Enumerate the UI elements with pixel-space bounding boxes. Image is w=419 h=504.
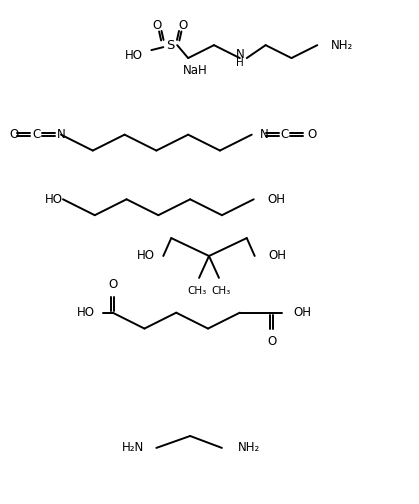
Text: CH₃: CH₃ xyxy=(187,286,207,296)
Text: HO: HO xyxy=(124,48,142,61)
Text: N: N xyxy=(260,128,269,141)
Text: C: C xyxy=(280,128,289,141)
Text: NaH: NaH xyxy=(183,64,207,77)
Text: OH: OH xyxy=(268,193,286,206)
Text: O: O xyxy=(308,128,317,141)
Text: O: O xyxy=(153,19,162,32)
Text: NH₂: NH₂ xyxy=(238,442,260,455)
Text: HO: HO xyxy=(45,193,63,206)
Text: C: C xyxy=(32,128,40,141)
Text: O: O xyxy=(267,335,276,348)
Text: O: O xyxy=(178,19,188,32)
Text: HO: HO xyxy=(77,306,95,319)
Text: S: S xyxy=(166,39,174,51)
Text: OH: OH xyxy=(293,306,311,319)
Text: O: O xyxy=(108,278,117,291)
Text: H: H xyxy=(236,58,244,68)
Text: CH₃: CH₃ xyxy=(211,286,230,296)
Text: N: N xyxy=(57,128,65,141)
Text: O: O xyxy=(9,128,18,141)
Text: HO: HO xyxy=(137,249,155,263)
Text: NH₂: NH₂ xyxy=(331,39,354,51)
Text: H₂N: H₂N xyxy=(122,442,145,455)
Text: OH: OH xyxy=(269,249,287,263)
Text: N: N xyxy=(235,47,244,60)
